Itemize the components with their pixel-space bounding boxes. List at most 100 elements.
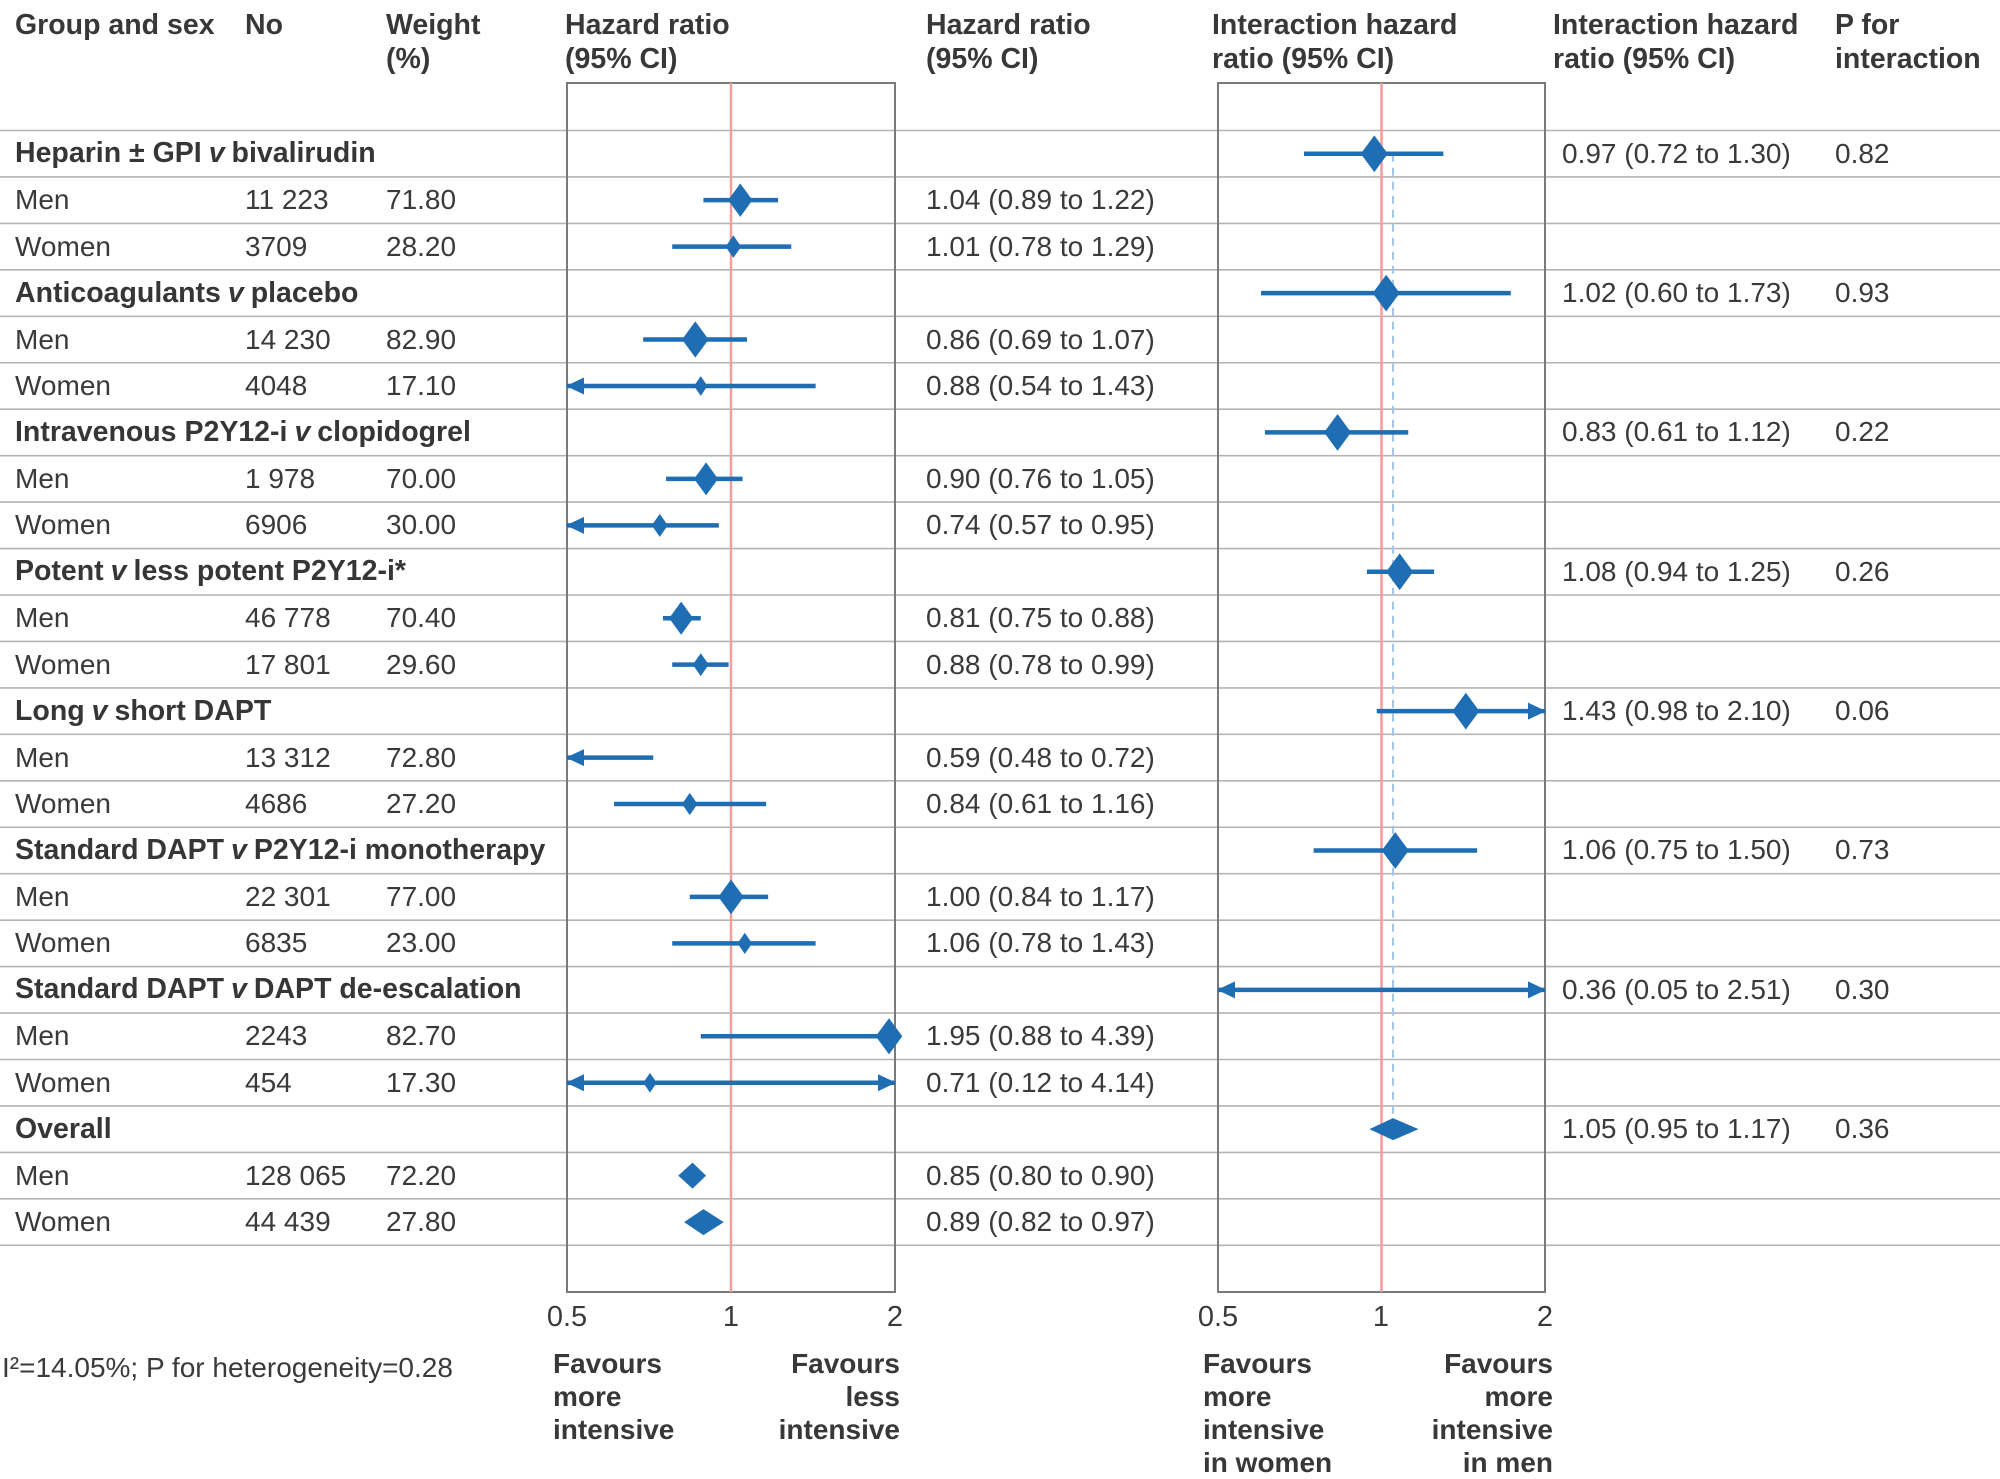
no-cell: 1 978	[245, 462, 316, 494]
favours-more-intensive-in-women-label: Favours more intensive in women	[1203, 1348, 1333, 1478]
sex-row-label: Women	[15, 369, 111, 401]
p-value-cell: 0.36	[1835, 1113, 1890, 1145]
group-row-label: Standard DAPT v P2Y12-i monotherapy	[15, 827, 545, 873]
versus-italic: v	[231, 973, 247, 1006]
group-row-label: Overall	[15, 1106, 112, 1152]
no-cell: 3709	[245, 230, 308, 262]
axis-tick-ihr-2: 2	[1536, 1301, 1554, 1333]
point-diamond	[725, 235, 742, 258]
weight-cell: 77.00	[386, 880, 457, 912]
sex-row-label: Men	[15, 741, 70, 773]
point-diamond	[682, 792, 698, 816]
point-diamond	[1372, 274, 1400, 312]
axis-tick-hr-2: 2	[886, 1301, 904, 1333]
weight-cell: 27.80	[386, 1206, 457, 1238]
point-diamond	[1360, 135, 1388, 173]
hr-ci-cell: 1.95 (0.88 to 4.39)	[926, 1020, 1155, 1052]
header-interaction-hr-plot: Interaction hazard ratio (95% CI)	[1212, 9, 1458, 75]
interaction-hr-ci-cell: 1.43 (0.98 to 2.10)	[1562, 695, 1791, 727]
point-diamond	[1386, 553, 1414, 591]
sex-row-label: Men	[15, 184, 70, 216]
no-cell: 4686	[245, 788, 308, 820]
versus-italic: v	[227, 276, 244, 309]
p-value-cell: 0.82	[1835, 137, 1890, 169]
weight-cell: 70.40	[386, 602, 457, 634]
weight-cell: 72.80	[386, 741, 457, 773]
weight-cell: 82.70	[386, 1020, 457, 1052]
group-row-label: Standard DAPT v DAPT de-escalation	[15, 967, 522, 1013]
interaction-hr-ci-cell: 1.02 (0.60 to 1.73)	[1562, 277, 1791, 309]
group-label-text: placebo	[250, 276, 359, 309]
no-cell: 46 778	[245, 602, 331, 634]
summary-diamond	[684, 1209, 724, 1236]
ci-arrowhead	[1217, 981, 1235, 999]
sex-row-label: Men	[15, 602, 70, 634]
group-label-text: bivalirudin	[231, 137, 376, 170]
point-diamond	[1324, 414, 1352, 451]
hr-ci-cell: 1.06 (0.78 to 1.43)	[926, 927, 1155, 959]
group-row-label: Long v short DAPT	[15, 688, 271, 734]
ci-arrowhead	[566, 749, 584, 767]
summary-diamond	[678, 1162, 707, 1189]
ci-arrowhead	[1528, 702, 1546, 720]
point-diamond	[728, 183, 753, 217]
sex-row-label: Women	[15, 509, 111, 541]
point-diamond	[875, 1018, 903, 1055]
ci-arrowhead	[1528, 981, 1546, 999]
point-diamond	[651, 513, 668, 537]
ci-arrowhead	[566, 377, 584, 395]
versus-italic: v	[110, 555, 127, 588]
no-cell: 11 223	[245, 184, 329, 216]
sex-row-label: Men	[15, 462, 70, 494]
hr-ci-cell: 0.81 (0.75 to 0.88)	[926, 602, 1155, 634]
header-no: No	[245, 9, 283, 41]
sex-row-label: Men	[15, 1159, 70, 1191]
interaction-hr-ci-cell: 0.83 (0.61 to 1.12)	[1562, 416, 1791, 448]
weight-cell: 27.20	[386, 788, 457, 820]
sex-row-label: Women	[15, 788, 111, 820]
p-value-cell: 0.06	[1835, 695, 1890, 727]
ci-arrowhead	[566, 1074, 584, 1092]
hr-ci-cell: 0.89 (0.82 to 0.97)	[926, 1206, 1155, 1238]
axis-tick-ihr-1: 1	[1372, 1301, 1390, 1333]
group-row-label: Potent v less potent P2Y12-i*	[15, 549, 406, 595]
weight-cell: 30.00	[386, 509, 457, 541]
no-cell: 17 801	[245, 648, 331, 680]
hr-ci-cell: 1.01 (0.78 to 1.29)	[926, 230, 1155, 262]
group-row-label: Anticoagulants v placebo	[15, 270, 358, 316]
header-p-for-interaction: P for interaction	[1835, 9, 1981, 75]
sex-row-label: Women	[15, 927, 111, 959]
weight-cell: 28.20	[386, 230, 457, 262]
versus-italic: v	[91, 694, 108, 727]
favours-more-intensive-label: Favours more intensive	[553, 1348, 675, 1445]
p-value-cell: 0.73	[1835, 834, 1890, 866]
point-diamond	[694, 462, 719, 496]
group-label-text: DAPT de-escalation	[253, 973, 522, 1006]
point-diamond	[692, 653, 709, 677]
point-diamond	[1452, 692, 1480, 730]
header-hazard-ratio-text: Hazard ratio (95% CI)	[926, 9, 1091, 75]
hr-ci-cell: 0.88 (0.54 to 1.43)	[926, 369, 1155, 401]
axis-tick-ihr-0.5: 0.5	[1197, 1301, 1239, 1333]
header-hazard-ratio-plot: Hazard ratio (95% CI)	[565, 9, 730, 75]
hr-ci-cell: 0.90 (0.76 to 1.05)	[926, 462, 1155, 494]
group-label-text: less potent P2Y12-i*	[133, 555, 406, 588]
weight-cell: 72.20	[386, 1159, 457, 1191]
hr-ci-cell: 1.04 (0.89 to 1.22)	[926, 184, 1155, 216]
favours-less-intensive-label: Favours less intensive	[778, 1348, 900, 1445]
favours-more-intensive-in-men-label: Favours more intensive in men	[1431, 1348, 1553, 1478]
header-weight: Weight (%)	[386, 9, 481, 75]
point-diamond	[694, 376, 708, 396]
no-cell: 13 312	[245, 741, 331, 773]
weight-cell: 23.00	[386, 927, 457, 959]
sex-row-label: Women	[15, 230, 111, 262]
hr-ci-cell: 0.86 (0.69 to 1.07)	[926, 323, 1155, 355]
axis-tick-hr-1: 1	[722, 1301, 740, 1333]
group-label-text: Overall	[15, 1112, 112, 1145]
weight-cell: 17.30	[386, 1066, 457, 1098]
no-cell: 2243	[245, 1020, 308, 1052]
weight-cell: 82.90	[386, 323, 457, 355]
hr-ci-cell: 0.74 (0.57 to 0.95)	[926, 509, 1155, 541]
no-cell: 14 230	[245, 323, 331, 355]
